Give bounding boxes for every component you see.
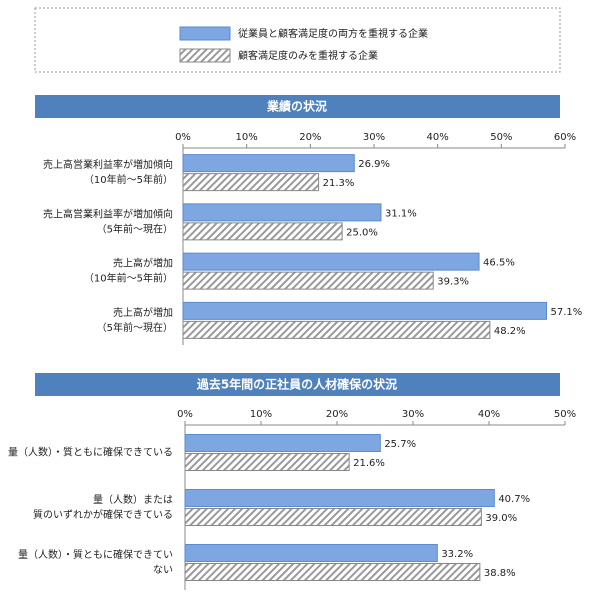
category-label: （5年前～現在）: [97, 222, 173, 235]
x-tick-label: 20%: [299, 132, 321, 143]
x-tick-label: 20%: [326, 409, 348, 420]
value-label: 31.1%: [385, 208, 417, 219]
x-tick-label: 50%: [554, 409, 576, 420]
category-label: （5年前～現在）: [97, 321, 173, 334]
category-label: 量（人数）または: [93, 493, 173, 506]
x-tick-label: 40%: [478, 409, 500, 420]
value-label: 25.7%: [384, 439, 416, 450]
value-label: 21.3%: [323, 178, 355, 189]
panel-header: [35, 95, 560, 118]
category-label: 売上高が増加: [113, 257, 173, 270]
x-tick-label: 40%: [427, 132, 449, 143]
legend-box: [34, 7, 561, 73]
category-label: （10年前～5年前）: [84, 173, 173, 186]
bar: [182, 252, 480, 271]
value-label: 39.0%: [485, 513, 517, 524]
x-tick-label: 10%: [250, 409, 272, 420]
x-tick-label: 0%: [175, 132, 191, 143]
panel-title: 過去5年間の正社員の人材確保の状況: [196, 377, 397, 392]
category-label: ない: [153, 564, 173, 576]
bar: [184, 563, 481, 581]
value-label: 26.9%: [358, 159, 390, 170]
bar: [182, 173, 320, 192]
panel-title: 業績の状況: [266, 99, 327, 114]
bar: [184, 544, 438, 562]
category-label: 売上高が増加: [113, 306, 173, 319]
value-label: 21.6%: [353, 458, 385, 469]
category-label: （10年前～5年前）: [84, 272, 173, 285]
value-label: 46.5%: [483, 258, 515, 269]
x-tick-label: 0%: [177, 409, 193, 420]
value-label: 33.2%: [441, 549, 473, 560]
legend-swatch: [179, 26, 231, 41]
bar: [182, 203, 382, 222]
value-label: 38.8%: [484, 568, 516, 579]
category-label: 売上高営業利益率が増加傾向: [43, 207, 173, 220]
category-label: 売上高営業利益率が増加傾向: [43, 158, 173, 171]
value-label: 57.1%: [551, 307, 583, 318]
x-tick-label: 30%: [363, 132, 385, 143]
value-label: 39.3%: [437, 277, 469, 288]
bar: [182, 301, 548, 320]
category-label: 量（人数）・質ともに確保できてい: [18, 548, 173, 561]
x-tick-label: 30%: [402, 409, 424, 420]
bar: [182, 222, 343, 241]
category-label: 量（人数）・質ともに確保できている: [8, 446, 173, 459]
bar: [184, 489, 495, 507]
x-tick-label: 60%: [554, 132, 576, 143]
legend-swatch: [179, 48, 231, 63]
bar: [184, 453, 350, 471]
legend-label: 従業員と顧客満足度の両方を重視する企業: [238, 27, 428, 40]
value-label: 40.7%: [498, 494, 530, 505]
bar: [182, 320, 491, 339]
value-label: 25.0%: [346, 227, 378, 238]
value-label: 48.2%: [494, 326, 526, 337]
bar: [182, 271, 434, 290]
legend-label: 顧客満足度のみを重視する企業: [238, 49, 378, 62]
panel-header: [35, 373, 560, 396]
x-tick-label: 50%: [490, 132, 512, 143]
category-label: 質のいずれかが確保できている: [33, 508, 173, 521]
x-tick-label: 10%: [236, 132, 258, 143]
bar: [184, 434, 381, 452]
bar: [182, 154, 355, 173]
bar: [184, 508, 482, 526]
